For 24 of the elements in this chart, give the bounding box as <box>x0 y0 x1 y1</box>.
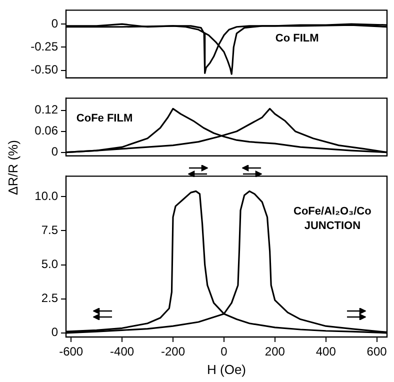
x-tick-label: -200 <box>160 344 186 359</box>
annotation: Co FILM <box>275 32 319 45</box>
x-tick-label: -400 <box>110 344 134 359</box>
y-tick-label: 0 <box>51 144 58 159</box>
y-tick-label: 0 <box>51 325 58 340</box>
y-tick-label: 0 <box>51 16 58 30</box>
y-tick-label: 5.0 <box>41 257 58 272</box>
annotation: CoFe/Al₂O₃/Co <box>294 206 372 218</box>
x-tick-label: 600 <box>366 344 388 359</box>
x-axis-title: H (Oe) <box>207 362 246 377</box>
annotation: CoFe FILM <box>76 112 133 124</box>
y-tick-label: 7.5 <box>41 223 58 238</box>
y-tick-label: -0.50 <box>30 62 58 77</box>
x-tick-label: -600 <box>59 344 84 359</box>
y-tick-label: 0.06 <box>34 124 58 138</box>
y-axis-title: ΔR/R (%) <box>6 139 20 197</box>
y-tick-label: 2.5 <box>41 291 58 306</box>
y-tick-label: -0.25 <box>30 40 58 54</box>
y-tick-label: 10.0 <box>34 188 58 203</box>
x-tick-label: 0 <box>220 344 228 359</box>
y-tick-label: 0.12 <box>34 102 58 117</box>
x-tick-label: 400 <box>316 344 336 359</box>
x-tick-label: 200 <box>264 344 286 359</box>
annotation: JUNCTION <box>304 220 361 232</box>
